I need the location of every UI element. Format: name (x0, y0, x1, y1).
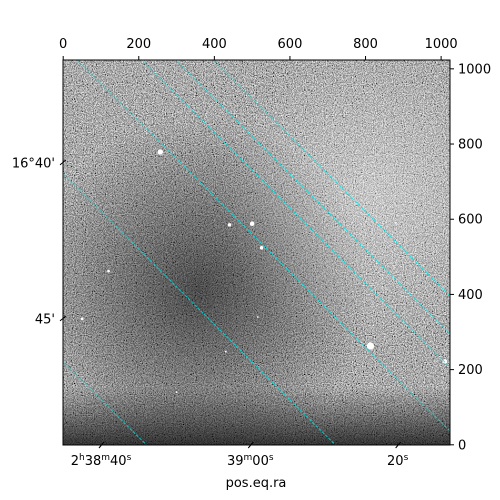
bottom-edge-dark (63, 60, 450, 445)
source-9 (224, 350, 227, 353)
right-tick-label-800: 800 (458, 138, 483, 153)
source-4 (107, 269, 110, 273)
ra-tick-label-2: 20s (387, 453, 409, 469)
world-axis-ticks: 2h38m40s 39m00s 20s 16°40' 45' (12, 156, 409, 469)
dec-tick-label-1: 45' (35, 312, 55, 327)
dec-tick-label-0: 16°40' (12, 156, 55, 171)
plot-frame (62, 59, 451, 446)
right-tick-label-600: 600 (458, 213, 483, 228)
source-3 (259, 246, 264, 250)
source-8 (256, 316, 259, 318)
pixel-axis-ticks: 0 200 400 600 800 1000 0 200 400 600 800 1000 (59, 37, 491, 453)
right-tick-label-0: 0 (458, 438, 466, 453)
source-1 (227, 223, 232, 227)
ra-tick-label-1: 39m00s (227, 453, 274, 469)
image-plot-area (63, 60, 450, 445)
top-tick-label-1000: 1000 (425, 37, 458, 52)
grid-line-4 (140, 60, 450, 368)
x-axis-label: pos.eq.ra (226, 476, 287, 491)
right-tick-label-1000: 1000 (458, 62, 491, 77)
grid-line-1 (212, 60, 450, 297)
top-tick-label-800: 800 (353, 37, 378, 52)
top-tick-label-200: 200 (126, 37, 151, 52)
source-7 (442, 359, 448, 364)
source-2 (249, 221, 255, 226)
ra-tick-2 (395, 441, 402, 449)
top-tick-label-600: 600 (278, 37, 303, 52)
grid-line-2 (76, 60, 450, 432)
ra-tick-0 (98, 441, 105, 449)
source-11 (175, 391, 178, 394)
top-tick-label-0: 0 (59, 37, 67, 52)
ra-tick-label-0: 2h38m40s (71, 453, 132, 469)
wcs-grid (63, 60, 450, 445)
top-tick-label-400: 400 (202, 37, 227, 52)
source-10 (394, 222, 397, 224)
right-tick-label-200: 200 (458, 363, 483, 378)
source-5 (80, 317, 84, 321)
source-0 (157, 149, 164, 155)
source-6 (366, 342, 375, 350)
right-tick-label-400: 400 (458, 288, 483, 303)
point-sources (80, 149, 448, 394)
grid-line-0 (63, 361, 148, 445)
grid-line-5 (63, 173, 337, 445)
ra-tick-1 (247, 441, 254, 449)
dec-tick-1 (59, 315, 67, 322)
dec-tick-0 (59, 159, 67, 166)
